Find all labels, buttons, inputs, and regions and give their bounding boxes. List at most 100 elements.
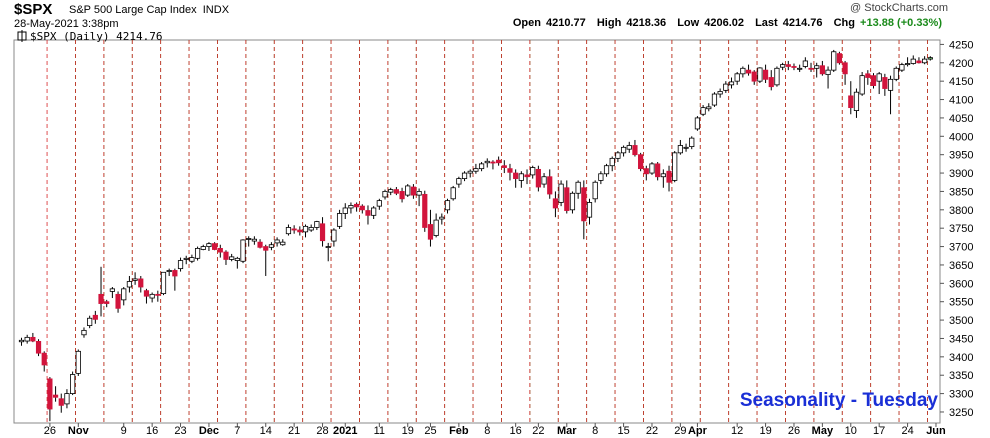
y-tick-label: 4200	[949, 58, 973, 70]
candle-body	[325, 246, 331, 248]
candle-body	[126, 281, 133, 288]
x-tick-label: 21	[288, 425, 300, 437]
candle-body	[280, 241, 286, 246]
candle-body	[172, 270, 178, 277]
candle	[325, 242, 331, 262]
y-tick-label: 3500	[949, 315, 973, 327]
index-full-name: S&P 500 Large Cap Index	[69, 4, 197, 16]
candle	[126, 275, 133, 293]
candle	[194, 246, 201, 261]
candle	[916, 57, 922, 64]
y-tick-label: 3600	[949, 278, 973, 290]
candle	[354, 202, 360, 212]
candle-body	[518, 173, 524, 181]
candle-body	[655, 163, 661, 178]
candle-body	[592, 181, 598, 200]
x-tick-label: 11	[374, 425, 385, 437]
candle	[706, 103, 712, 112]
candle	[524, 169, 530, 185]
candle	[876, 71, 882, 95]
x-tick-label: 24	[901, 425, 913, 437]
candle-body	[433, 219, 439, 236]
candle-body	[819, 65, 825, 75]
candle	[427, 209, 434, 247]
candle	[723, 81, 729, 93]
candle-body	[530, 167, 536, 176]
candle	[467, 169, 473, 178]
candle	[81, 327, 87, 338]
candle	[461, 171, 468, 182]
candle-body	[354, 203, 360, 208]
candle	[859, 71, 865, 96]
candle	[206, 242, 212, 251]
x-month-label: May	[812, 425, 834, 437]
candle	[535, 165, 541, 192]
candle-body	[229, 256, 235, 260]
candle-body	[18, 339, 25, 343]
x-tick-label: 7	[234, 425, 240, 437]
candle-body	[791, 66, 797, 68]
candle	[246, 236, 252, 247]
candle	[473, 163, 479, 174]
candle-body	[615, 152, 621, 159]
candle-body	[535, 168, 541, 188]
candle-body	[376, 200, 382, 207]
candle-body	[473, 168, 479, 172]
candle-body	[836, 53, 843, 64]
candle	[217, 244, 223, 258]
candle-body	[887, 78, 894, 91]
candle	[802, 57, 808, 69]
candle	[251, 236, 257, 245]
candle-body	[842, 62, 848, 75]
exchange-code: INDX	[202, 4, 230, 16]
candle-body	[456, 178, 462, 185]
y-tick-label: 3750	[949, 223, 973, 235]
candle-body	[217, 248, 223, 253]
candle-body	[598, 173, 604, 181]
x-tick-label: 8	[592, 425, 598, 437]
candle-body	[427, 224, 434, 240]
candle	[490, 160, 496, 170]
candle-body	[620, 146, 627, 154]
candle	[229, 253, 235, 262]
candle	[416, 188, 422, 207]
candle	[740, 66, 746, 78]
x-tick-label: 16	[510, 425, 522, 437]
candle	[899, 62, 905, 72]
candle-body	[751, 71, 757, 82]
candle	[797, 64, 803, 72]
candle-body	[291, 228, 297, 231]
candle-body	[274, 239, 280, 244]
candle	[638, 152, 644, 172]
ticker-symbol: $SPX	[14, 1, 53, 18]
candle-body	[155, 293, 161, 296]
y-tick-label: 3950	[949, 150, 973, 162]
candle	[450, 185, 456, 201]
candle-body	[70, 374, 76, 394]
seasonality-gridlines	[46, 40, 928, 423]
candle-body	[24, 336, 30, 342]
candle-body	[666, 170, 672, 183]
candle-body	[115, 293, 121, 309]
candle-body	[899, 64, 905, 71]
candle-body	[58, 398, 64, 406]
candle	[870, 73, 877, 89]
candle	[291, 225, 297, 234]
candle-body	[200, 246, 206, 250]
candle-body	[922, 58, 928, 64]
candle-body	[768, 77, 774, 88]
y-tick-label: 3450	[949, 333, 973, 345]
candle-body	[47, 378, 53, 410]
candle	[558, 180, 564, 207]
candle-body	[706, 106, 712, 110]
candle-body	[35, 341, 42, 354]
candle-body	[831, 51, 837, 71]
candle	[842, 60, 848, 85]
y-tick-label: 4250	[949, 39, 973, 51]
candle	[410, 184, 417, 199]
x-tick-label: 17	[873, 425, 885, 437]
candle	[478, 162, 485, 172]
candle-body	[632, 145, 638, 156]
candle-body	[552, 198, 559, 209]
